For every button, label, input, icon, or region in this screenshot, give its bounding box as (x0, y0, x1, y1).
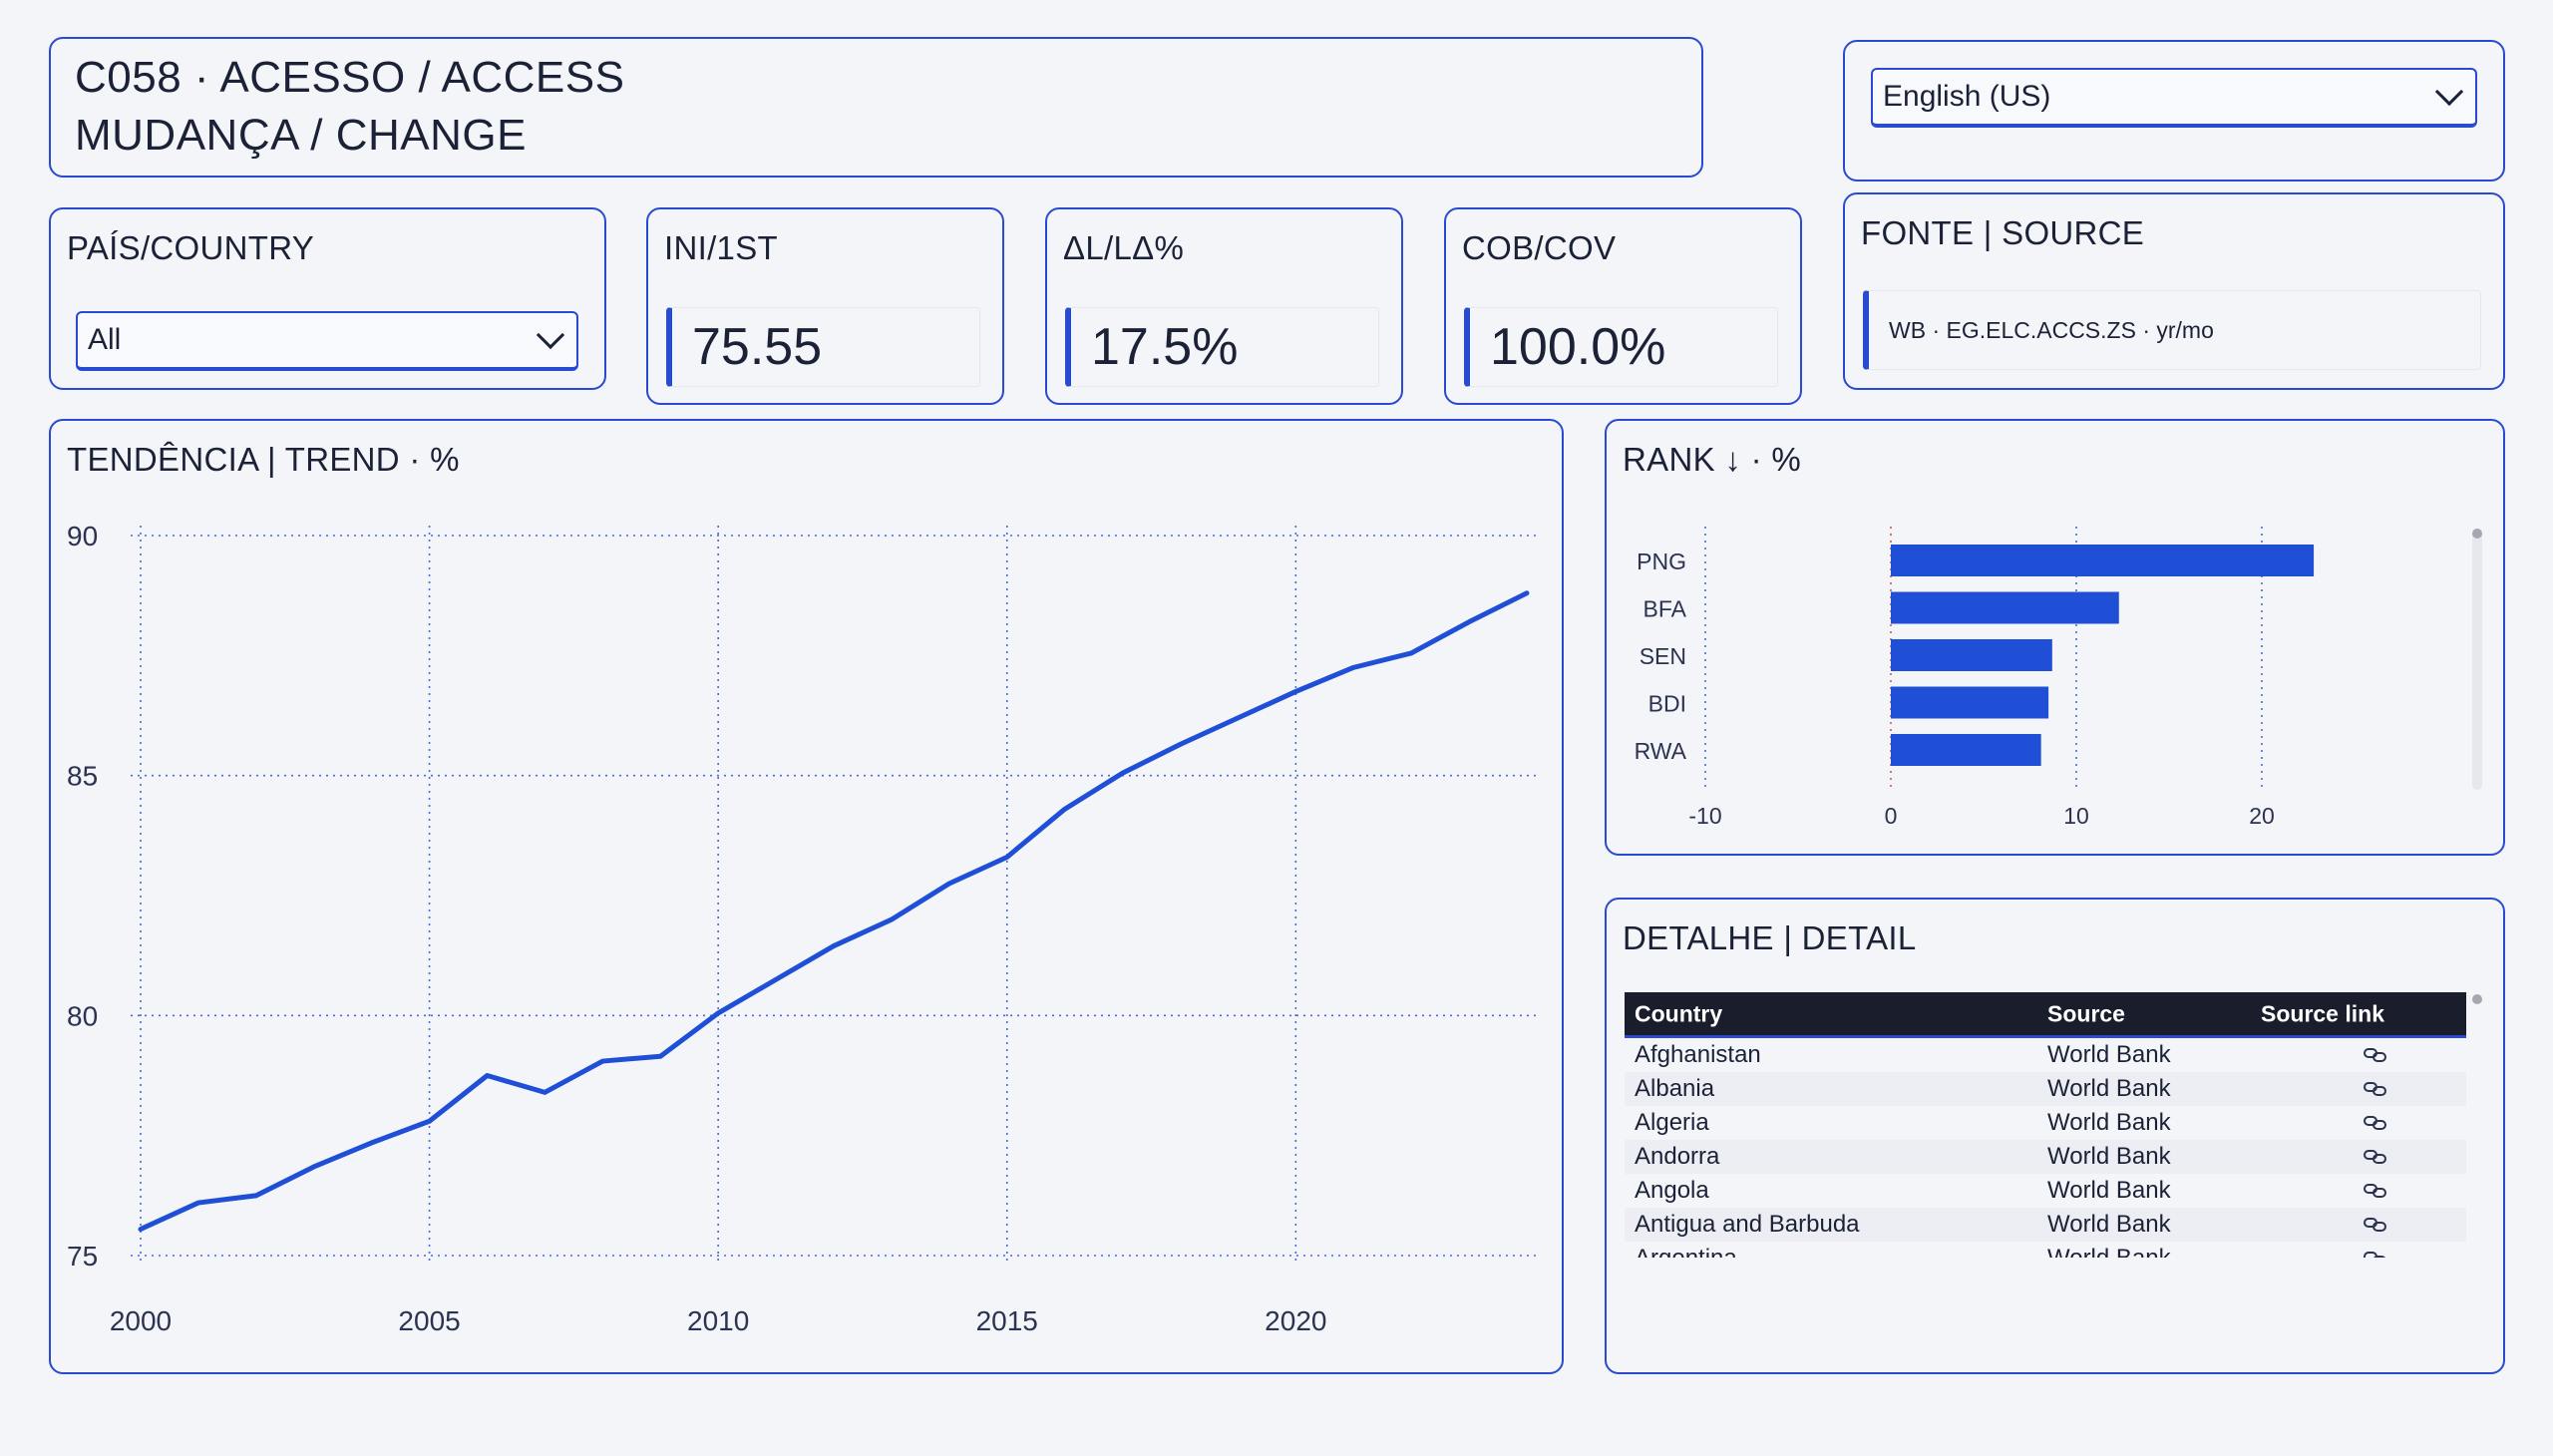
rank-bar[interactable] (1891, 686, 2049, 719)
column-header-source[interactable]: Source (2047, 1000, 2125, 1026)
detail-table-card: DETALHE | DETAIL Country Source Source l… (1605, 898, 2505, 1374)
link-icon[interactable] (2363, 1114, 2388, 1132)
country-filter-card: PAÍS/COUNTRY All (49, 207, 606, 390)
table-row[interactable]: Algeria World Bank (1625, 1106, 2466, 1140)
link-icon[interactable] (2363, 1080, 2388, 1098)
kpi-card-coverage: COB/COV 100.0% (1444, 207, 1802, 405)
trend-chart-title: TENDÊNCIA | TREND · % (67, 441, 460, 478)
trend-series-line (138, 590, 1530, 1233)
cell-country: Andorra (1635, 1143, 1720, 1170)
category-label: PNG (1637, 548, 1686, 574)
x-tick-label: 2020 (1265, 1305, 1326, 1336)
y-tick-label: 90 (67, 521, 98, 551)
category-label: BFA (1643, 596, 1687, 622)
source-text: WB · EG.ELC.ACCS.ZS · yr/mo (1863, 290, 2481, 370)
column-header-country[interactable]: Country (1635, 1000, 1723, 1026)
detail-scrollbar[interactable] (2472, 994, 2482, 1333)
x-tick-label: 2015 (976, 1305, 1038, 1336)
country-dropdown[interactable]: All (76, 311, 578, 371)
cell-country: Antigua and Barbuda (1635, 1211, 1860, 1238)
y-tick-label: 85 (67, 761, 98, 792)
country-filter-title: PAÍS/COUNTRY (67, 229, 315, 266)
country-selected-value: All (88, 323, 122, 356)
detail-scrollbar-thumb[interactable] (2472, 994, 2482, 1004)
y-tick-label: 75 (67, 1241, 98, 1272)
x-tick-label: 20 (2249, 803, 2275, 829)
table-row[interactable]: Angola World Bank (1625, 1174, 2466, 1208)
source-card: FONTE | SOURCE WB · EG.ELC.ACCS.ZS · yr/… (1843, 192, 2505, 390)
category-label: SEN (1640, 643, 1686, 669)
cell-country: Algeria (1635, 1109, 1709, 1136)
x-tick-label: 0 (1885, 803, 1898, 829)
table-row[interactable]: Andorra World Bank (1625, 1140, 2466, 1174)
report-title-line1: C058 · ACESSO / ACCESS (75, 53, 625, 102)
kpi-title: INI/1ST (664, 229, 778, 266)
cell-country: Angola (1635, 1177, 1709, 1204)
language-card: English (US) (1843, 40, 2505, 182)
cell-source: World Bank (2047, 1143, 2171, 1170)
cell-country: Argentina (1635, 1245, 1737, 1258)
x-tick-label: 2005 (398, 1305, 460, 1336)
kpi-title: COB/COV (1462, 229, 1617, 266)
report-title-line2: MUDANÇA / CHANGE (75, 111, 527, 160)
report-title-card: C058 · ACESSO / ACCESS MUDANÇA / CHANGE (49, 37, 1703, 178)
link-icon[interactable] (2363, 1182, 2388, 1200)
table-header-row: Country Source Source link (1625, 992, 2466, 1038)
cell-source: World Bank (2047, 1177, 2171, 1204)
cell-source: World Bank (2047, 1109, 2171, 1136)
cell-source: World Bank (2047, 1041, 2171, 1068)
language-selected-value: English (US) (1883, 80, 2051, 113)
detail-table: Country Source Source link Afghanistan Wo… (1625, 992, 2466, 1258)
cell-source: World Bank (2047, 1075, 2171, 1102)
table-row[interactable]: Afghanistan World Bank (1625, 1038, 2466, 1072)
rank-bar[interactable] (1891, 639, 2052, 671)
kpi-card-first: INI/1ST 75.55 (646, 207, 1004, 405)
rank-bar-chart[interactable]: -10 0 10 20 PNG BFA SEN BDI RWA (1607, 421, 2507, 858)
kpi-card-change: ΔL/LΔ% 17.5% (1045, 207, 1403, 405)
rank-bar[interactable] (1891, 734, 2041, 766)
rank-bar[interactable] (1891, 591, 2119, 624)
category-label: RWA (1635, 738, 1687, 764)
cell-country: Afghanistan (1635, 1041, 1761, 1068)
trend-line-chart[interactable]: 75 80 85 90 2000 2005 2010 2015 2020 (51, 421, 1566, 1376)
table-row[interactable]: Argentina World Bank (1625, 1242, 2466, 1258)
kpi-value: 17.5% (1065, 307, 1379, 387)
chevron-down-icon (2434, 77, 2464, 107)
cell-source: World Bank (2047, 1245, 2171, 1258)
kpi-value: 75.55 (666, 307, 980, 387)
rank-bar[interactable] (1891, 545, 2315, 576)
kpi-title: ΔL/LΔ% (1063, 229, 1185, 266)
link-icon[interactable] (2363, 1216, 2388, 1234)
table-row[interactable]: Antigua and Barbuda World Bank (1625, 1208, 2466, 1242)
link-icon[interactable] (2363, 1046, 2388, 1064)
rank-scrollbar-thumb[interactable] (2472, 529, 2482, 539)
rank-chart-card: RANK ↓ · % -10 0 10 20 PNG BFA SEN BDI RWA (1605, 419, 2505, 856)
y-tick-label: 80 (67, 1000, 98, 1031)
x-tick-label: 10 (2063, 803, 2089, 829)
x-tick-label: -10 (1688, 803, 1721, 829)
link-icon[interactable] (2363, 1250, 2388, 1258)
detail-table-title: DETALHE | DETAIL (1623, 919, 1917, 956)
x-tick-label: 2000 (110, 1305, 172, 1336)
x-tick-label: 2010 (687, 1305, 749, 1336)
category-label: BDI (1648, 691, 1686, 717)
link-icon[interactable] (2363, 1148, 2388, 1166)
kpi-value: 100.0% (1464, 307, 1778, 387)
source-title: FONTE | SOURCE (1861, 214, 2145, 251)
rank-chart-title: RANK ↓ · % (1623, 441, 1802, 478)
chevron-down-icon (536, 320, 565, 350)
cell-country: Albania (1635, 1075, 1715, 1102)
language-dropdown[interactable]: English (US) (1871, 68, 2477, 128)
table-row[interactable]: Albania World Bank (1625, 1072, 2466, 1106)
trend-chart-card: TENDÊNCIA | TREND · % 75 80 85 90 2000 2005 20… (49, 419, 1564, 1374)
column-header-source-link[interactable]: Source link (2261, 1000, 2384, 1026)
cell-source: World Bank (2047, 1211, 2171, 1238)
rank-scrollbar[interactable] (2472, 529, 2482, 790)
